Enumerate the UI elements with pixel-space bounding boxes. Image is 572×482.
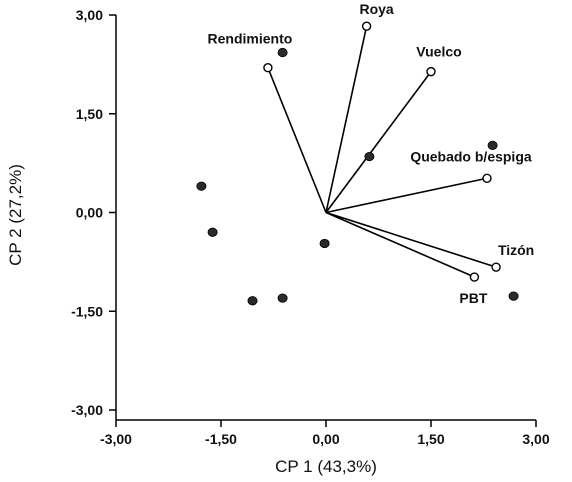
observation-points [196, 47, 519, 306]
ticks [109, 14, 537, 427]
variable-label: Roya [359, 1, 393, 17]
variable-vector [325, 26, 368, 213]
variable-label: Rendimiento [208, 31, 293, 47]
variable-label: Vuelco [416, 44, 461, 60]
variable-vector [325, 177, 488, 214]
variable-labels: Rendimiento Roya Vuelco Quebado b/espiga Tiz… [208, 1, 535, 306]
tick-labels: -3,00 -1,50 0,00 1,50 3,00 3,00 1,50 0,00 -1,50 -… [71, 7, 550, 447]
variable-vector-end [491, 262, 501, 272]
variable-vector [325, 211, 475, 278]
variable-label: PBT [459, 290, 487, 306]
x-tick-label: 1,50 [417, 431, 444, 447]
observation-point [508, 291, 519, 301]
observation-point [487, 140, 498, 150]
variable-vector-end [361, 21, 372, 31]
x-tick-label: -1,50 [205, 431, 237, 447]
x-axis-title: CP 1 (43,3%) [275, 457, 377, 476]
observation-point [364, 151, 375, 162]
variable-vectors [263, 21, 501, 282]
observation-point [319, 238, 330, 249]
variable-vector-end [469, 272, 480, 282]
variable-label: Tizón [498, 242, 534, 258]
observation-point [207, 227, 218, 237]
observation-point [196, 181, 207, 191]
variable-vector-end [426, 66, 436, 77]
variable-label: Quebado b/espiga [410, 148, 532, 164]
y-tick-label: 1,50 [76, 106, 103, 122]
variable-vector [267, 67, 327, 213]
x-tick-label: 0,00 [312, 431, 339, 447]
variable-vector [325, 71, 432, 213]
axes [115, 15, 536, 421]
x-tick-label: 3,00 [522, 431, 549, 447]
variable-vector-end [482, 173, 492, 183]
y-tick-label: -1,50 [71, 303, 103, 319]
observation-point [277, 47, 288, 58]
variable-vector-end [263, 62, 273, 73]
observation-point [277, 293, 288, 303]
y-axis-title: CP 2 (27,2%) [6, 164, 25, 266]
variable-vector [325, 211, 497, 268]
x-tick-label: -3,00 [100, 431, 132, 447]
y-tick-label: 0,00 [76, 205, 103, 221]
observation-point [247, 296, 258, 306]
y-tick-label: 3,00 [76, 7, 103, 23]
y-tick-label: -3,00 [71, 402, 103, 418]
